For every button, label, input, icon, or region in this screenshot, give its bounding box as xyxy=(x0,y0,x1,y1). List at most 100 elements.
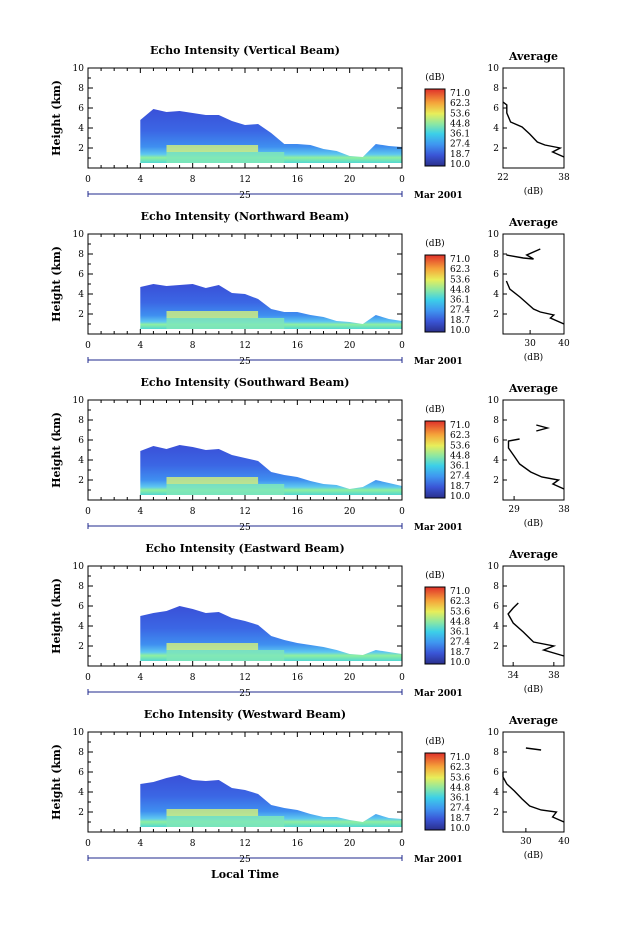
y-axis-label: Height (km) xyxy=(50,744,63,820)
x-tick-label: 0 xyxy=(85,673,91,683)
y-tick-label: 8 xyxy=(78,582,84,592)
y-axis-label: Height (km) xyxy=(50,80,63,156)
month-label: Mar 2001 xyxy=(414,357,463,367)
y-tick-label: 4 xyxy=(78,622,84,632)
x-tick-label: 8 xyxy=(190,175,196,185)
colorbar-label: 44.8 xyxy=(450,285,470,295)
panel-title: Echo Intensity (Eastward Beam) xyxy=(145,542,344,555)
colorbar-label: 18.7 xyxy=(450,648,470,658)
y-tick-label: 10 xyxy=(73,562,85,572)
colorbar-unit: (dB) xyxy=(425,72,444,83)
average-profile xyxy=(507,438,565,490)
x-tick-label: 12 xyxy=(239,341,250,351)
avg-y-tick-label: 6 xyxy=(493,768,499,778)
avg-y-tick-label: 4 xyxy=(493,788,499,798)
colorbar-label: 18.7 xyxy=(450,316,470,326)
colorbar-label: 18.7 xyxy=(450,814,470,824)
avg-y-tick-label: 2 xyxy=(493,642,499,652)
y-tick-label: 10 xyxy=(73,396,85,406)
y-tick-label: 10 xyxy=(73,728,85,738)
avg-x-tick-label: 29 xyxy=(508,505,520,515)
x-tick-label: 8 xyxy=(190,341,196,351)
avg-x-label: (dB) xyxy=(524,684,543,695)
avg-y-tick-label: 6 xyxy=(493,602,499,612)
y-tick-label: 8 xyxy=(78,84,84,94)
colorbar-label: 53.6 xyxy=(450,607,470,617)
average-title: Average xyxy=(508,50,558,63)
average-profile xyxy=(502,101,565,158)
colorbar-label: 36.1 xyxy=(450,794,470,804)
avg-y-tick-label: 6 xyxy=(493,270,499,280)
avg-y-tick-label: 10 xyxy=(488,230,500,240)
x-tick-label: 4 xyxy=(137,839,143,849)
avg-y-tick-label: 8 xyxy=(493,84,499,94)
avg-y-tick-label: 2 xyxy=(493,808,499,818)
colorbar-label: 62.3 xyxy=(450,597,470,607)
y-tick-label: 2 xyxy=(78,476,84,486)
colorbar xyxy=(424,254,446,333)
x-tick-label: 12 xyxy=(239,673,250,683)
month-label: Mar 2001 xyxy=(414,191,463,201)
average-frame xyxy=(502,399,565,501)
x-tick-label: 0 xyxy=(85,175,91,185)
date-label: 25 xyxy=(239,523,251,533)
echo-lower-band xyxy=(166,650,285,661)
y-tick-label: 4 xyxy=(78,788,84,798)
colorbar-label: 44.8 xyxy=(450,617,470,627)
average-title: Average xyxy=(508,548,558,561)
avg-x-tick-label: 22 xyxy=(497,173,508,183)
y-tick-label: 8 xyxy=(78,416,84,426)
x-tick-label: 0 xyxy=(399,839,405,849)
echo-band xyxy=(166,477,259,484)
avg-y-tick-label: 4 xyxy=(493,290,499,300)
y-tick-label: 2 xyxy=(78,642,84,652)
average-frame xyxy=(502,731,565,833)
echo-band xyxy=(166,145,259,152)
average-profile-upper xyxy=(506,248,541,260)
panel-1 xyxy=(87,233,565,363)
colorbar-label: 27.4 xyxy=(450,472,470,482)
x-tick-label: 4 xyxy=(137,673,143,683)
echo-band xyxy=(166,643,259,650)
echo-lower-band xyxy=(166,152,285,163)
y-tick-label: 8 xyxy=(78,748,84,758)
avg-y-tick-label: 8 xyxy=(493,582,499,592)
avg-y-tick-label: 10 xyxy=(488,728,500,738)
x-tick-label: 8 xyxy=(190,839,196,849)
y-tick-label: 6 xyxy=(78,436,84,446)
average-profile xyxy=(507,602,565,657)
panel-3 xyxy=(87,565,565,695)
x-tick-label: 12 xyxy=(239,507,250,517)
average-title: Average xyxy=(508,216,558,229)
average-profile-upper xyxy=(525,747,542,751)
colorbar-label: 71.0 xyxy=(450,753,470,763)
average-title: Average xyxy=(508,714,558,727)
avg-y-tick-label: 6 xyxy=(493,436,499,446)
colorbar-label: 53.6 xyxy=(450,441,470,451)
colorbar-label: 36.1 xyxy=(450,130,470,140)
average-profile-upper xyxy=(536,424,551,432)
colorbar-label: 44.8 xyxy=(450,451,470,461)
date-label: 25 xyxy=(239,855,251,865)
y-tick-label: 10 xyxy=(73,230,85,240)
x-tick-label: 0 xyxy=(399,507,405,517)
x-tick-label: 8 xyxy=(190,507,196,517)
colorbar-label: 18.7 xyxy=(450,150,470,160)
avg-y-tick-label: 8 xyxy=(493,416,499,426)
average-title: Average xyxy=(508,382,558,395)
echo-band xyxy=(166,311,259,318)
panel-title: Echo Intensity (Northward Beam) xyxy=(141,210,350,223)
colorbar-label: 36.1 xyxy=(450,296,470,306)
x-tick-label: 20 xyxy=(344,839,356,849)
colorbar xyxy=(424,88,446,167)
colorbar xyxy=(424,752,446,831)
x-tick-label: 0 xyxy=(85,341,91,351)
x-tick-label: 4 xyxy=(137,507,143,517)
colorbar-label: 53.6 xyxy=(450,773,470,783)
y-axis-label: Height (km) xyxy=(50,246,63,322)
x-tick-label: 16 xyxy=(292,839,304,849)
colorbar-label: 27.4 xyxy=(450,306,470,316)
echo-band xyxy=(166,809,259,816)
avg-x-tick-label: 30 xyxy=(520,837,532,847)
